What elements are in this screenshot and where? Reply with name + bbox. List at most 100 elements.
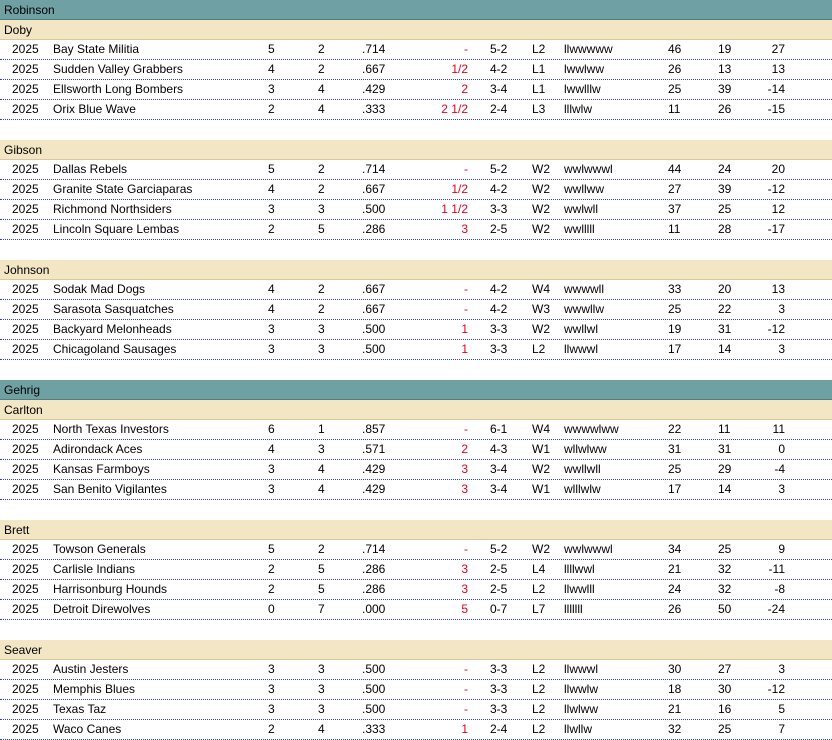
run-diff-cell: 5 [778,702,785,716]
team-name-cell: Memphis Blues [53,682,136,696]
record-cell: 3-4 [490,82,508,96]
recent-results-cell: wwlwll [564,202,598,216]
record-cell: 5-2 [490,42,508,56]
runs-allowed-cell: 25 [718,722,732,736]
team-row[interactable]: 2025 Dallas Rebels 5 2 .714 - 5-2 W2 wwl… [0,160,832,180]
year-cell: 2025 [12,202,39,216]
pct-cell: .500 [362,702,386,716]
team-row[interactable]: 2025 Kansas Farmboys 3 4 .429 3 3-4 W2 w… [0,460,832,480]
pct-cell: .667 [362,302,386,316]
streak-cell: W2 [532,462,550,476]
streak-cell: W1 [532,482,550,496]
team-row[interactable]: 2025 Granite State Garciaparas 4 2 .667 … [0,180,832,200]
team-row[interactable]: 2025 Towson Generals 5 2 .714 - 5-2 W2 w… [0,540,832,560]
games-back-cell: 3 [461,222,468,236]
run-diff-cell: 12 [771,202,785,216]
team-row[interactable]: 2025 Carlisle Indians 2 5 .286 3 2-5 L4 … [0,560,832,580]
streak-cell: W2 [532,182,550,196]
runs-scored-cell: 21 [668,702,682,716]
year-cell: 2025 [12,662,39,676]
year-cell: 2025 [12,482,39,496]
recent-results-cell: wwllwll [564,462,601,476]
pct-cell: .500 [362,342,386,356]
losses-cell: 3 [318,322,325,336]
streak-cell: W2 [532,222,550,236]
streak-cell: W2 [532,202,550,216]
streak-cell: L1 [532,62,546,76]
record-cell: 3-3 [490,702,508,716]
losses-cell: 3 [318,682,325,696]
year-cell: 2025 [12,322,39,336]
team-row[interactable]: 2025 Detroit Direwolves 0 7 .000 5 0-7 L… [0,600,832,620]
losses-cell: 2 [318,282,325,296]
league-section: Robinson Doby 2025 Bay State Militia 5 2… [0,0,832,380]
team-name-cell: North Texas Investors [53,422,169,436]
recent-results-cell: wwlllll [564,222,595,236]
year-cell: 2025 [12,62,39,76]
recent-results-cell: wwllww [564,182,604,196]
team-name-cell: Kansas Farmboys [53,462,150,476]
recent-results-cell: lwwlww [564,62,604,76]
team-row[interactable]: 2025 Ellsworth Long Bombers 3 4 .429 2 3… [0,80,832,100]
division-section: Johnson 2025 Sodak Mad Dogs 4 2 .667 - 4… [0,260,832,380]
pct-cell: .667 [362,182,386,196]
pct-cell: .500 [362,202,386,216]
streak-cell: L2 [532,722,546,736]
wins-cell: 5 [268,542,275,556]
pct-cell: .429 [362,462,386,476]
games-back-cell: 3 [461,462,468,476]
year-cell: 2025 [12,562,39,576]
runs-scored-cell: 22 [668,422,682,436]
team-row[interactable]: 2025 Lincoln Square Lembas 2 5 .286 3 2-… [0,220,832,240]
runs-allowed-cell: 27 [718,662,732,676]
team-row[interactable]: 2025 Sarasota Sasquatches 4 2 .667 - 4-2… [0,300,832,320]
record-cell: 4-2 [490,62,508,76]
run-diff-cell: -17 [767,222,785,236]
recent-results-cell: wwlwwwl [564,162,613,176]
team-row[interactable]: 2025 Backyard Melonheads 3 3 .500 1 3-3 … [0,320,832,340]
games-back-cell: 1/2 [451,62,468,76]
pct-cell: .333 [362,102,386,116]
pct-cell: .429 [362,82,386,96]
team-row[interactable]: 2025 Austin Jesters 3 3 .500 - 3-3 L2 ll… [0,660,832,680]
recent-results-cell: lllwlw [564,102,592,116]
streak-cell: W2 [532,322,550,336]
pct-cell: .857 [362,422,386,436]
team-row[interactable]: 2025 North Texas Investors 6 1 .857 - 6-… [0,420,832,440]
team-row[interactable]: 2025 Richmond Northsiders 3 3 .500 1 1/2… [0,200,832,220]
team-name-cell: Harrisonburg Hounds [53,582,168,596]
team-row[interactable]: 2025 Bay State Militia 5 2 .714 - 5-2 L2… [0,40,832,60]
games-back-cell: 1 [461,322,468,336]
run-diff-cell: 27 [771,42,785,56]
team-row[interactable]: 2025 Sodak Mad Dogs 4 2 .667 - 4-2 W4 ww… [0,280,832,300]
losses-cell: 5 [318,562,325,576]
team-row[interactable]: 2025 Orix Blue Wave 2 4 .333 2 1/2 2-4 L… [0,100,832,120]
runs-allowed-cell: 19 [718,42,732,56]
games-back-cell: - [464,42,468,56]
team-row[interactable]: 2025 Texas Taz 3 3 .500 - 3-3 L2 llwlww … [0,700,832,720]
team-row[interactable]: 2025 Sudden Valley Grabbers 4 2 .667 1/2… [0,60,832,80]
runs-allowed-cell: 31 [718,442,732,456]
runs-scored-cell: 30 [668,662,682,676]
streak-cell: L2 [532,342,546,356]
team-row[interactable]: 2025 Harrisonburg Hounds 2 5 .286 3 2-5 … [0,580,832,600]
team-row[interactable]: 2025 Chicagoland Sausages 3 3 .500 1 3-3… [0,340,832,360]
team-row[interactable]: 2025 San Benito Vigilantes 3 4 .429 3 3-… [0,480,832,500]
streak-cell: W3 [532,302,550,316]
team-row[interactable]: 2025 Adirondack Aces 4 3 .571 2 4-3 W1 w… [0,440,832,460]
games-back-cell: 3 [461,582,468,596]
team-row[interactable]: 2025 Waco Canes 2 4 .333 1 2-4 L2 llwllw… [0,720,832,740]
team-row[interactable]: 2025 Memphis Blues 3 3 .500 - 3-3 L2 llw… [0,680,832,700]
team-name-cell: Chicagoland Sausages [53,342,177,356]
streak-cell: L2 [532,42,546,56]
run-diff-cell: -12 [767,682,785,696]
wins-cell: 3 [268,462,275,476]
losses-cell: 1 [318,422,325,436]
year-cell: 2025 [12,182,39,196]
division-header: Doby [0,20,832,40]
year-cell: 2025 [12,282,39,296]
year-cell: 2025 [12,602,39,616]
record-cell: 0-7 [490,602,508,616]
losses-cell: 4 [318,482,325,496]
